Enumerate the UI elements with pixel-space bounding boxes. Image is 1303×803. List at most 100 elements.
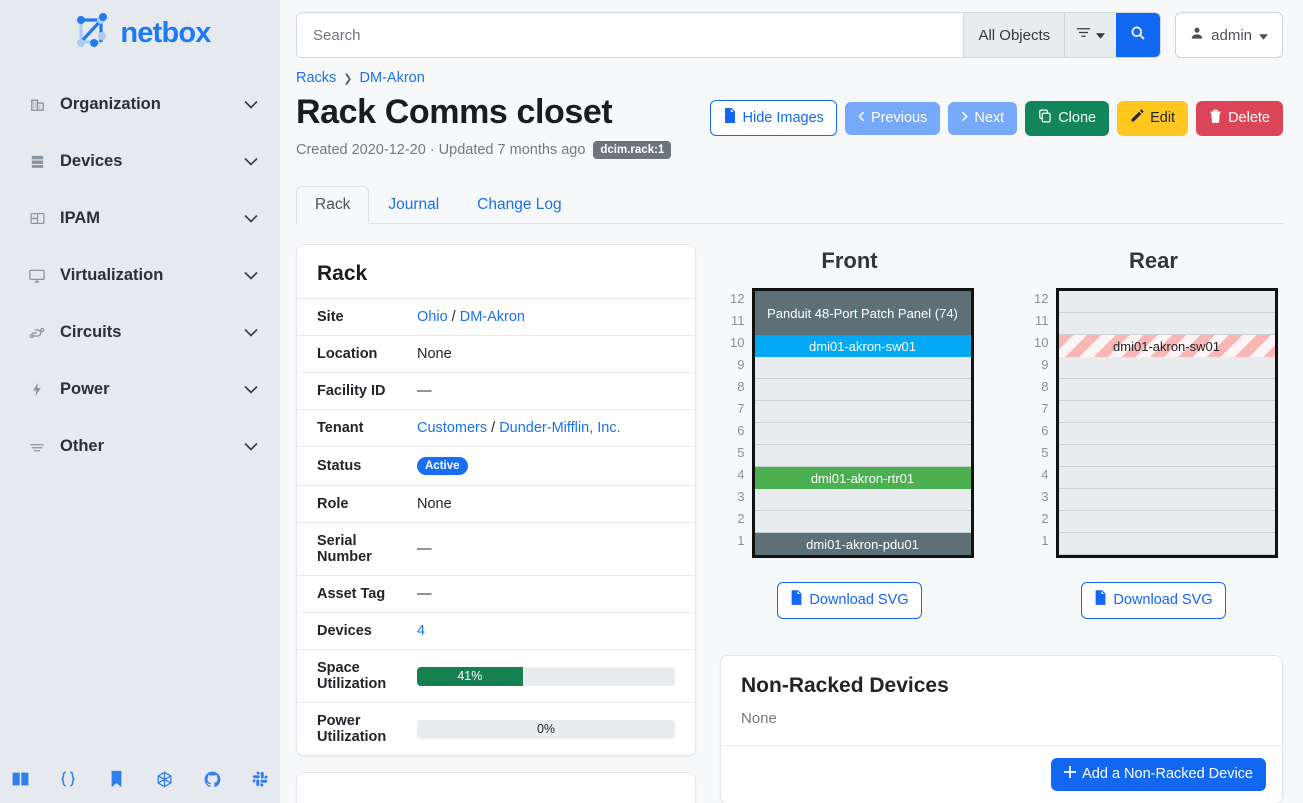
tab-bar: Rack Journal Change Log [296, 185, 1283, 225]
rack-slot[interactable] [1058, 291, 1275, 314]
sidebar-item-circuits[interactable]: Circuits [0, 304, 280, 361]
secondary-card-stub [296, 772, 696, 803]
rack-slot[interactable] [754, 423, 971, 446]
rack-slot[interactable] [1058, 313, 1275, 336]
rack-device[interactable]: dmi01-akron-pdu01 [754, 533, 971, 556]
book-icon[interactable] [10, 769, 30, 789]
code-braces-icon[interactable] [58, 769, 78, 789]
row-value-power-utilization: 0% [409, 702, 695, 756]
rack-device[interactable]: Panduit 48-Port Patch Panel (74) [754, 291, 971, 336]
rack-unit-label: 2 [1041, 511, 1049, 527]
sidebar-item-label: Organization [60, 95, 161, 113]
search-input[interactable] [297, 13, 964, 57]
tab-rack[interactable]: Rack [296, 186, 370, 225]
tenant-link[interactable]: Dunder-Mifflin, Inc. [499, 420, 621, 437]
brand[interactable]: netbox [0, 0, 280, 66]
download-svg-rear-button[interactable]: Download SVG [1081, 582, 1226, 619]
add-non-racked-device-button[interactable]: Add a Non-Racked Device [1051, 757, 1266, 791]
site-region-link[interactable]: Ohio [417, 309, 448, 326]
filter-icon [1076, 26, 1091, 44]
sidebar-item-label: Virtualization [60, 266, 164, 284]
tenant-group-link[interactable]: Customers [417, 420, 488, 437]
chevron-down-icon[interactable] [244, 96, 258, 114]
rack-slot[interactable] [1058, 445, 1275, 468]
bookmark-icon[interactable] [106, 769, 126, 789]
download-svg-front-button[interactable]: Download SVG [777, 582, 922, 619]
user-menu-label: admin [1211, 26, 1252, 44]
search-submit-button[interactable] [1116, 13, 1161, 57]
server-icon [26, 153, 48, 171]
status-badge: Active [417, 457, 468, 476]
rack-slot[interactable] [754, 489, 971, 512]
user-icon [1190, 26, 1204, 44]
chevron-down-icon[interactable] [244, 324, 258, 342]
search-scope-dropdown[interactable]: All Objects [963, 13, 1065, 57]
chevron-down-icon[interactable] [244, 438, 258, 456]
breadcrumb-separator: ❯ [343, 72, 353, 85]
rack-elevation-front: Front 12 11 10 9 8 7 6 5 4 3 2 1 Panduit 48-Port Pa… [726, 248, 974, 619]
rack-slot[interactable] [754, 379, 971, 402]
rack-device[interactable]: dmi01-akron-sw01 [754, 335, 971, 358]
rack-slot[interactable] [1058, 357, 1275, 380]
rack-slot[interactable] [754, 401, 971, 424]
hide-images-button[interactable]: Hide Images [709, 100, 837, 137]
breadcrumb-item-dm-akron[interactable]: DM-Akron [359, 70, 425, 86]
breadcrumb-item-racks[interactable]: Racks [296, 70, 337, 86]
page-title: Rack Comms closet [296, 93, 613, 131]
edit-button[interactable]: Edit [1117, 100, 1189, 136]
chevron-down-icon[interactable] [244, 267, 258, 285]
circuits-icon [26, 324, 48, 342]
github-icon[interactable] [202, 769, 222, 789]
sidebar-item-other[interactable]: Other [0, 418, 280, 475]
chevron-down-icon[interactable] [244, 210, 258, 228]
row-value-facility-id: — [409, 372, 695, 410]
power-utilization-value: 0% [536, 721, 556, 736]
next-button[interactable]: Next [948, 101, 1018, 135]
monitor-icon [26, 267, 48, 285]
rack-unit-label: 11 [1035, 313, 1049, 329]
rack-slot[interactable] [1058, 423, 1275, 446]
rack-slot[interactable] [754, 445, 971, 468]
rack-slot[interactable] [1058, 489, 1275, 512]
rack-slot[interactable] [754, 357, 971, 380]
previous-button[interactable]: Previous [844, 101, 941, 135]
chevron-down-icon[interactable] [244, 381, 258, 399]
site-link[interactable]: DM-Akron [459, 309, 525, 326]
user-menu-button[interactable]: admin [1175, 12, 1283, 58]
graphql-icon[interactable] [154, 769, 174, 789]
rack-slot[interactable] [754, 511, 971, 534]
search-filter-dropdown[interactable] [1064, 13, 1117, 57]
rack-device[interactable]: dmi01-akron-sw01 [1058, 335, 1275, 358]
sidebar-item-organization[interactable]: Organization [0, 76, 280, 133]
rack-slot[interactable] [1058, 379, 1275, 402]
rack-unit-label: 3 [1041, 489, 1049, 505]
tab-change-log[interactable]: Change Log [477, 196, 562, 214]
rack-unit-labels-rear: 12 11 10 9 8 7 6 5 4 3 2 1 [1030, 288, 1056, 558]
rack-unit-label: 6 [1041, 423, 1049, 439]
rack-slot[interactable] [1058, 511, 1275, 534]
rack-slot[interactable] [1058, 401, 1275, 424]
main-content: All Objects [280, 0, 1303, 803]
devices-count-link[interactable]: 4 [417, 623, 426, 640]
rack-slot[interactable] [1058, 467, 1275, 490]
chevron-down-icon[interactable] [244, 153, 258, 171]
row-label: Devices [297, 612, 409, 650]
row-label: Facility ID [297, 372, 409, 410]
search-group: All Objects [296, 12, 1162, 58]
copy-icon [1038, 109, 1052, 128]
rack-slot[interactable] [1058, 533, 1275, 556]
row-label: Power Utilization [297, 702, 409, 756]
delete-button[interactable]: Delete [1196, 100, 1283, 136]
tab-journal[interactable]: Journal [388, 196, 440, 214]
clone-button[interactable]: Clone [1025, 100, 1110, 136]
brand-name: netbox [120, 16, 211, 49]
rack-device[interactable]: dmi01-akron-rtr01 [754, 467, 971, 490]
slack-icon[interactable] [250, 769, 270, 789]
sidebar-item-devices[interactable]: Devices [0, 133, 280, 190]
sidebar-item-virtualization[interactable]: Virtualization [0, 247, 280, 304]
sidebar-item-ipam[interactable]: 1 IPAM [0, 190, 280, 247]
search-icon [1130, 25, 1146, 46]
sidebar: netbox Organization Devices [0, 0, 280, 803]
table-row: Facility ID — [297, 372, 695, 410]
sidebar-item-power[interactable]: Power [0, 361, 280, 418]
